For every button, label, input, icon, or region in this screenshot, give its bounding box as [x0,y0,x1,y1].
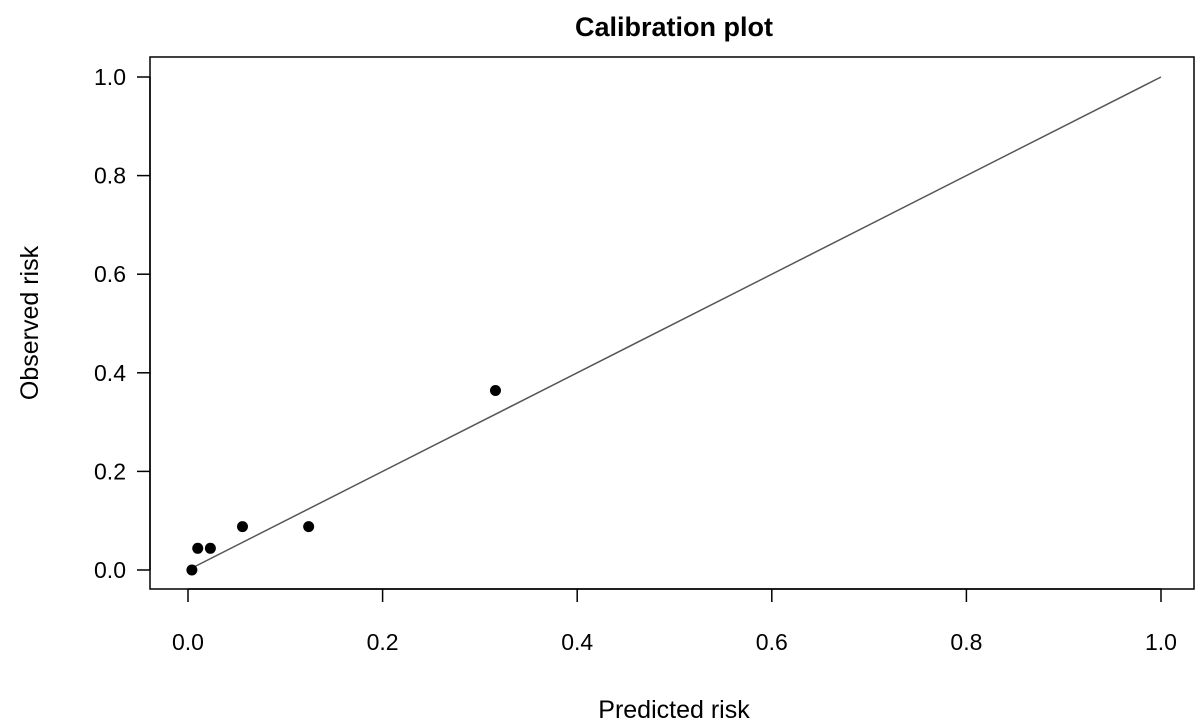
x-axis: 0.0 0.2 0.4 0.6 0.8 1.0 [172,589,1177,655]
data-point [303,521,314,532]
y-tick-label: 0.0 [94,557,126,583]
y-tick-label: 1.0 [94,64,126,90]
x-tick-label: 0.6 [756,629,788,655]
y-axis: 0.0 0.2 0.4 0.6 0.8 1.0 [94,64,150,583]
chart-title: Calibration plot [575,12,773,42]
data-point [186,565,197,576]
y-tick-label: 0.2 [94,458,126,484]
y-axis-title: Observed risk [16,245,44,400]
y-tick-label: 0.4 [94,360,126,386]
x-tick-label: 0.8 [950,629,982,655]
data-point [490,385,501,396]
x-tick-label: 1.0 [1145,629,1177,655]
x-axis-title: Predicted risk [598,696,750,724]
data-point [237,521,248,532]
x-tick-label: 0.0 [172,629,204,655]
reference-line [188,77,1161,570]
y-tick-label: 0.8 [94,163,126,189]
x-tick-label: 0.4 [561,629,593,655]
y-tick-label: 0.6 [94,261,126,287]
x-tick-label: 0.2 [367,629,399,655]
data-point [205,543,216,554]
data-point [192,543,203,554]
